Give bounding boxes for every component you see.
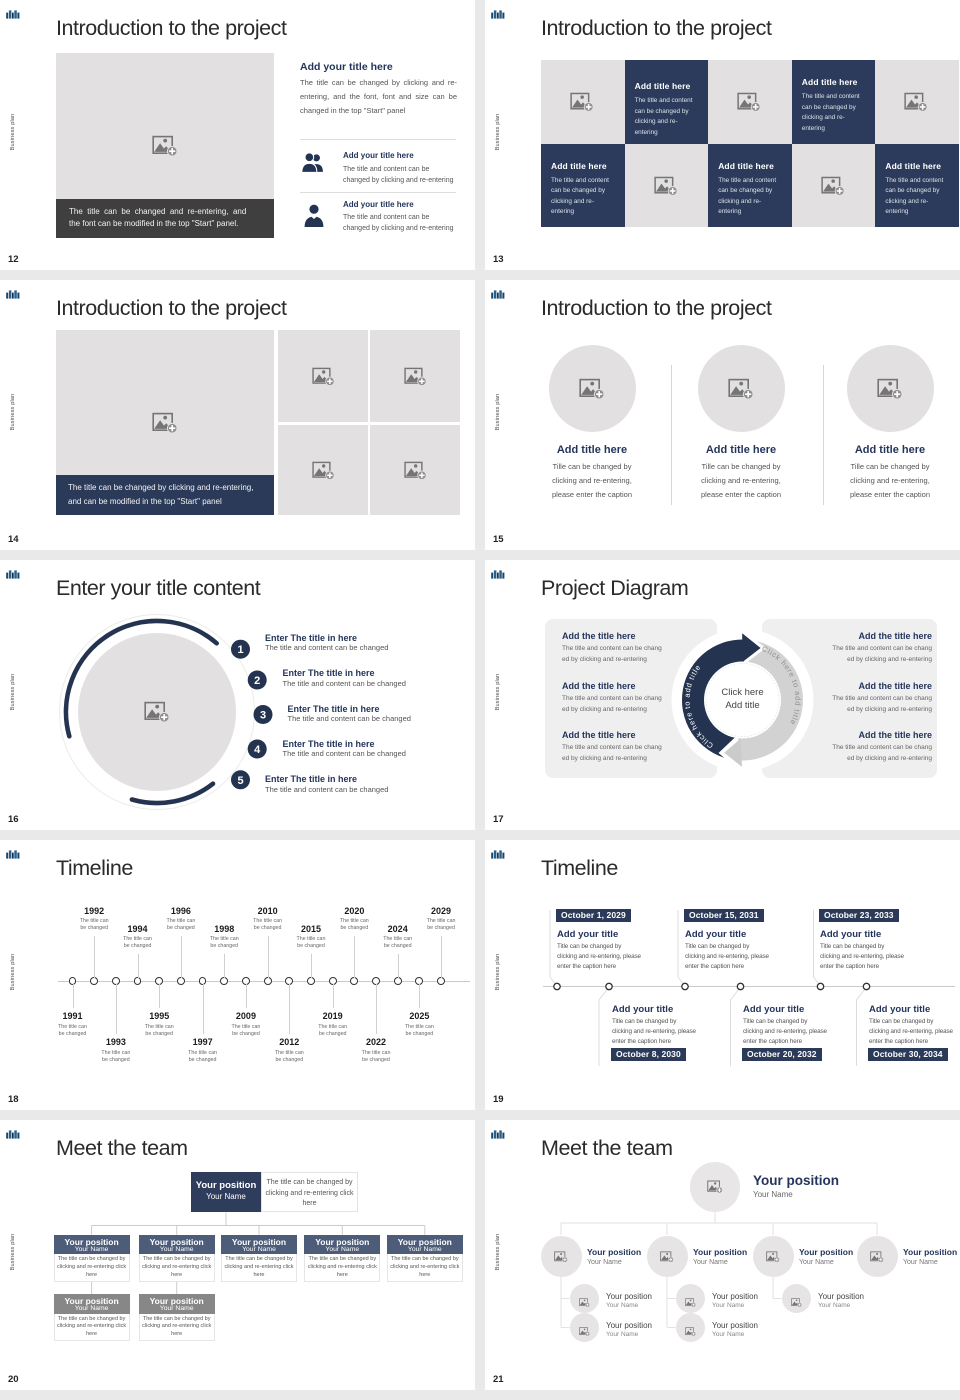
- svg-text:5: 5: [237, 775, 243, 787]
- svg-text:3: 3: [260, 710, 266, 722]
- svg-text:4: 4: [254, 744, 261, 756]
- svg-text:2: 2: [254, 675, 260, 687]
- svg-text:1: 1: [237, 644, 243, 656]
